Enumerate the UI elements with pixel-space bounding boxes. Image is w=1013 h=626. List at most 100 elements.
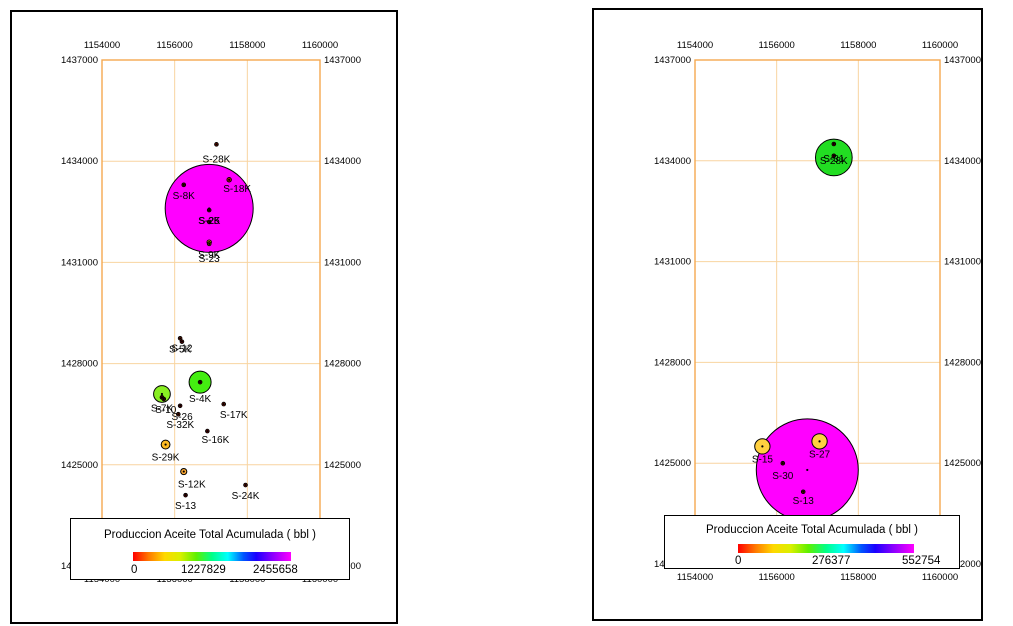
y-tick-label-right: 1431000 (324, 257, 361, 268)
legend-mid-label: 1227829 (181, 564, 226, 576)
well-label: S-28K (203, 154, 231, 165)
well-point (180, 340, 184, 343)
color-legend: Produccion Aceite Total Acumulada ( bbl … (664, 515, 960, 569)
well-label: S-13 (175, 501, 197, 512)
legend-color-bar (738, 544, 914, 553)
y-tick-label-right: 1431000 (944, 257, 981, 268)
y-tick-label-right: 1437000 (324, 55, 361, 66)
well-point (832, 142, 835, 146)
map-panel-left: 1154000115400011560001156000115800011580… (10, 10, 398, 624)
well-point (761, 445, 764, 448)
well-label: S-18K (223, 184, 251, 195)
map-panel-right: 1154000 1154000 1156000 1156000 1158000 11580… (592, 8, 983, 621)
x-tick-label-top: 1158000 (229, 40, 265, 51)
x-tick-label-bottom: 1160000 (922, 572, 958, 583)
well-point (182, 183, 185, 186)
y-tick-label-left: 1434000 (61, 156, 98, 167)
well-label: S-25 (199, 216, 221, 227)
well-point (184, 494, 187, 497)
x-tick-label-top: 1154000 (677, 40, 713, 51)
color-legend: Produccion Aceite Total Acumulada ( bbl … (70, 518, 350, 580)
y-tick-label-right: 1434000 (944, 156, 981, 167)
well-point (806, 468, 809, 472)
well-label: S-26 (172, 412, 194, 423)
y-tick-label-left: 1428000 (654, 357, 691, 368)
x-tick-label-bottom: 1156000 (759, 572, 795, 583)
x-tick-label-top: 1154000 (84, 40, 120, 51)
legend-max-label: 2455658 (253, 564, 298, 576)
map-canvas: 1154000 1154000 1156000 1156000 1158000 11580… (654, 40, 981, 583)
legend-min-label: 0 (131, 564, 138, 576)
y-tick-label-left: 1437000 (61, 55, 98, 66)
well-point (208, 242, 211, 245)
y-tick-label-right: 1437000 (944, 55, 981, 66)
well-label: S-15 (752, 454, 774, 465)
legend-max-label: 552754 (902, 555, 941, 567)
y-tick-label-left: 1431000 (61, 257, 98, 268)
legend-title: Produccion Aceite Total Acumulada ( bbl … (103, 529, 317, 541)
well-point (228, 178, 231, 181)
well-point (802, 490, 805, 493)
well-label: S-12 (171, 344, 193, 355)
well-label: S-13 (793, 496, 815, 507)
well-label: S-28K (820, 156, 848, 167)
legend-min-label: 0 (735, 555, 742, 567)
well-label: S-2K (198, 216, 221, 227)
well-label: S-7K (151, 403, 174, 414)
map-frame (101, 59, 321, 567)
well-point (179, 337, 182, 340)
well-label: S-24K (232, 491, 260, 502)
x-tick-label-top: 1158000 (840, 40, 876, 51)
well-label: S-27 (809, 449, 831, 460)
well-point (208, 209, 211, 212)
well-point (781, 462, 784, 465)
well-label: S-8K (173, 191, 196, 202)
well-point (208, 220, 211, 224)
well-label: S-4K (189, 394, 212, 405)
x-tick-label-top: 1160000 (302, 40, 338, 51)
well-point (818, 440, 821, 443)
y-tick-label-left: 1431000 (654, 257, 691, 268)
y-tick-label-left: 1434000 (654, 156, 691, 167)
legend-mid-label: 276377 (812, 555, 851, 567)
well-label: S-9K (198, 250, 221, 261)
well-label: S-10 (155, 405, 177, 416)
well-point (199, 381, 202, 384)
well-point (164, 443, 167, 446)
y-tick-label-right: 1428000 (324, 359, 361, 370)
well-label: S-30 (772, 471, 794, 482)
y-tick-label-right: 1422000 (944, 559, 981, 570)
well-label: S-17K (220, 410, 248, 421)
y-tick-label-right: 1425000 (324, 460, 361, 471)
well-label: S-12K (178, 480, 206, 491)
well-label: S-32K (166, 420, 194, 431)
x-tick-label-bottom: 1158000 (840, 572, 876, 583)
x-tick-label-top: 1160000 (922, 40, 958, 51)
legend-color-bar (133, 552, 291, 561)
legend-title: Produccion Aceite Total Acumulada ( bbl … (705, 524, 919, 536)
well-label: S-31 (823, 154, 845, 165)
well-point (244, 483, 247, 487)
x-tick-label-top: 1156000 (157, 40, 193, 51)
well-point (182, 470, 185, 473)
y-tick-label-left: 1425000 (654, 458, 691, 469)
well-point (177, 413, 180, 416)
well-point (832, 154, 835, 157)
y-tick-label-right: 1434000 (324, 156, 361, 167)
well-label: S-16K (201, 435, 229, 446)
y-tick-label-left: 1437000 (654, 55, 691, 66)
well-point (206, 429, 209, 433)
well-point (179, 404, 182, 407)
well-point (215, 143, 218, 146)
well-point (222, 402, 225, 406)
y-tick-label-left: 1425000 (61, 460, 98, 471)
y-tick-label-right: 1425000 (944, 458, 981, 469)
y-tick-label-left: 1428000 (61, 359, 98, 370)
x-tick-label-bottom: 1154000 (677, 572, 713, 583)
well-point (162, 397, 165, 401)
well-point (160, 392, 164, 396)
well-label: S-23 (199, 254, 221, 265)
well-label: S-5K (169, 344, 192, 355)
x-tick-label-top: 1156000 (759, 40, 795, 51)
y-tick-label-right: 1428000 (944, 357, 981, 368)
